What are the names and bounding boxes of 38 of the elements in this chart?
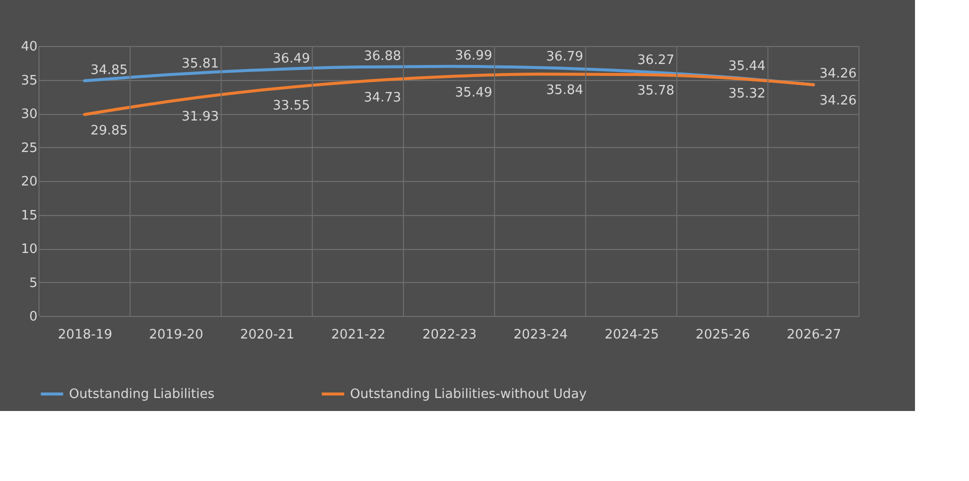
data-label: 31.93 [182,109,219,124]
x-tick-label: 2024-25 [604,328,659,342]
data-label: 35.49 [455,85,492,100]
data-label: 34.26 [819,66,857,82]
data-label: 36.79 [546,50,584,65]
y-tick-label: 25 [20,140,38,156]
x-tick-label: 2020-21 [240,328,294,342]
data-label: 34.73 [364,90,402,106]
legend-label: Outstanding Liabilities [69,387,215,402]
x-tick-label: 2021-22 [331,328,386,342]
data-label: 35.84 [546,83,584,98]
data-label: 35.81 [182,56,219,72]
data-label: 35.44 [728,58,766,74]
y-tick-label: 0 [29,310,38,324]
y-tick-label: 30 [20,107,38,122]
data-label: 35.32 [728,86,766,102]
data-label: 36.27 [637,53,674,68]
data-label: 34.85 [90,62,128,78]
data-label: 36.49 [272,52,310,67]
y-tick-label: 40 [20,40,38,54]
y-tick-label: 15 [20,208,38,224]
x-tick-label: 2019-20 [149,328,204,342]
x-tick-label: 2023-24 [513,328,568,342]
data-label: 36.88 [364,49,402,64]
data-label: 33.55 [272,98,310,114]
y-tick-label: 20 [20,174,38,190]
data-label: 36.99 [455,48,492,64]
x-tick-label: 2018-19 [58,328,112,342]
data-label: 34.26 [819,94,857,109]
y-tick-label: 35 [20,73,38,88]
data-label: 29.85 [90,124,128,139]
legend-label: Outstanding Liabilities-without Uday [350,387,587,402]
data-label: 35.78 [637,83,674,98]
x-tick-label: 2025-26 [696,328,750,342]
x-tick-label: 2022-23 [422,328,477,342]
y-tick-label: 5 [29,276,38,291]
y-tick-label: 10 [20,242,38,257]
x-tick-label: 2026-27 [786,328,842,342]
